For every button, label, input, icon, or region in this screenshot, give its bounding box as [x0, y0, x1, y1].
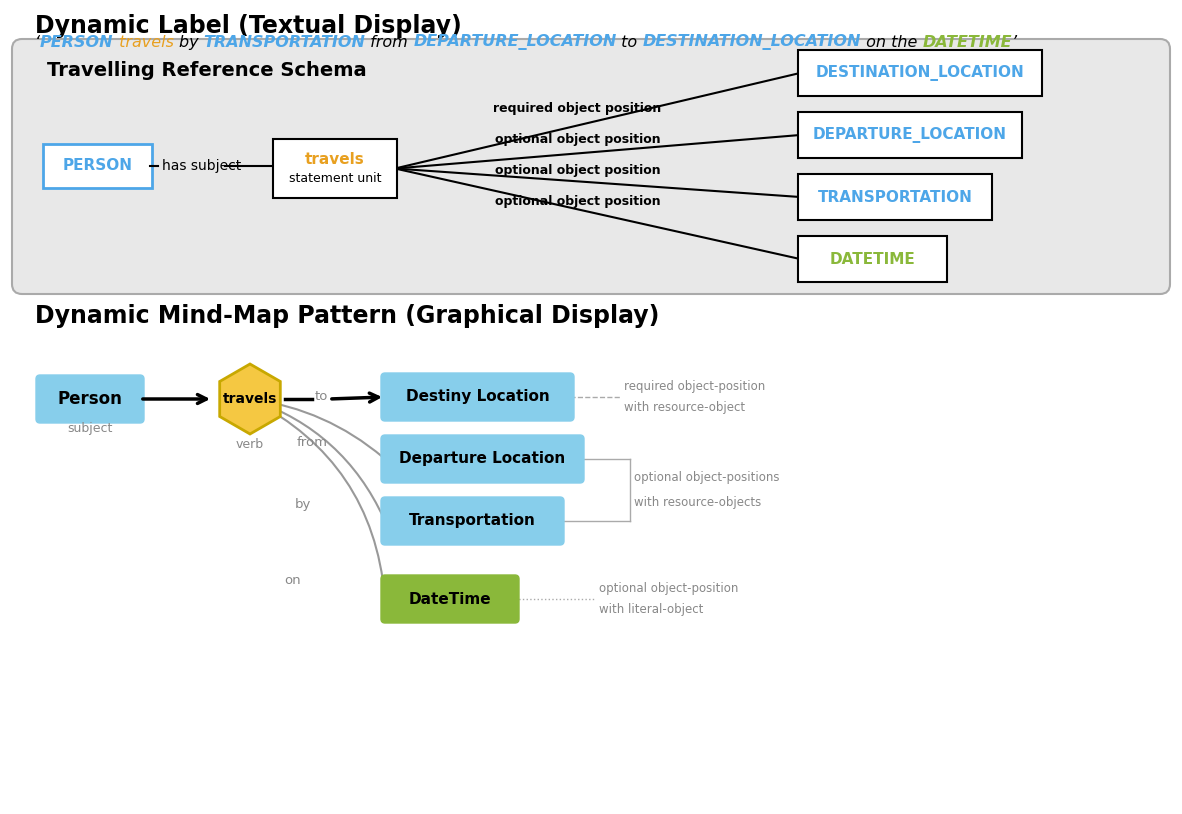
Text: DateTime: DateTime: [409, 592, 492, 606]
Text: to: to: [314, 391, 329, 404]
FancyBboxPatch shape: [12, 39, 1170, 294]
FancyBboxPatch shape: [381, 373, 574, 421]
Text: verb: verb: [236, 438, 264, 451]
Text: travels: travels: [113, 35, 178, 50]
Text: DATETIME: DATETIME: [830, 252, 915, 266]
Text: optional object position: optional object position: [495, 164, 661, 177]
Text: on the: on the: [862, 35, 923, 50]
Text: required object position: required object position: [493, 102, 662, 115]
FancyBboxPatch shape: [798, 112, 1022, 158]
Text: required object-position: required object-position: [624, 380, 765, 393]
FancyBboxPatch shape: [35, 375, 144, 423]
Text: Transportation: Transportation: [409, 514, 535, 528]
Text: TRANSPORTATION: TRANSPORTATION: [203, 35, 365, 50]
Text: Person: Person: [58, 390, 123, 408]
Text: travels: travels: [223, 392, 278, 406]
Text: Dynamic Label (Textual Display): Dynamic Label (Textual Display): [35, 14, 462, 38]
FancyBboxPatch shape: [381, 575, 519, 623]
Polygon shape: [444, 44, 504, 286]
FancyBboxPatch shape: [381, 497, 564, 545]
Text: subject: subject: [67, 422, 112, 435]
Text: from: from: [297, 436, 327, 449]
Text: statement unit: statement unit: [288, 172, 382, 185]
Text: with literal-object: with literal-object: [599, 603, 703, 616]
Text: optional object position: optional object position: [495, 133, 661, 146]
Text: Destiny Location: Destiny Location: [405, 390, 550, 405]
Text: DESTINATION_LOCATION: DESTINATION_LOCATION: [816, 65, 1025, 81]
Text: DATETIME: DATETIME: [923, 35, 1012, 50]
Text: Dynamic Mind-Map Pattern (Graphical Display): Dynamic Mind-Map Pattern (Graphical Disp…: [35, 304, 660, 328]
Polygon shape: [80, 41, 143, 286]
Text: Departure Location: Departure Location: [400, 452, 566, 466]
FancyBboxPatch shape: [381, 435, 584, 483]
Text: optional object position: optional object position: [495, 195, 661, 208]
Text: DEPARTURE_LOCATION: DEPARTURE_LOCATION: [414, 34, 617, 50]
Text: PERSON: PERSON: [40, 35, 113, 50]
Text: by: by: [178, 35, 203, 50]
FancyBboxPatch shape: [43, 144, 152, 188]
Text: travels: travels: [305, 152, 365, 167]
Text: with resource-objects: with resource-objects: [634, 496, 761, 509]
FancyBboxPatch shape: [273, 139, 397, 198]
FancyBboxPatch shape: [798, 174, 992, 220]
Text: ‘: ‘: [35, 35, 40, 50]
Polygon shape: [695, 41, 871, 291]
Text: with resource-object: with resource-object: [624, 401, 745, 414]
Text: TRANSPORTATION: TRANSPORTATION: [818, 190, 973, 204]
Text: has subject: has subject: [162, 159, 241, 173]
Text: optional object-position: optional object-position: [599, 582, 739, 595]
Text: DEPARTURE_LOCATION: DEPARTURE_LOCATION: [813, 127, 1007, 143]
Text: ’: ’: [1012, 35, 1018, 50]
Polygon shape: [961, 39, 1012, 285]
Text: on: on: [284, 574, 300, 587]
Text: DESTINATION_LOCATION: DESTINATION_LOCATION: [643, 34, 862, 50]
Text: Travelling Reference Schema: Travelling Reference Schema: [47, 61, 366, 80]
Text: by: by: [294, 498, 311, 511]
Polygon shape: [220, 364, 280, 434]
FancyBboxPatch shape: [798, 236, 947, 282]
Polygon shape: [209, 44, 320, 288]
Text: PERSON: PERSON: [63, 159, 132, 173]
Text: from: from: [365, 35, 414, 50]
Text: to: to: [617, 35, 643, 50]
Text: optional object-positions: optional object-positions: [634, 471, 779, 484]
FancyBboxPatch shape: [798, 50, 1043, 96]
